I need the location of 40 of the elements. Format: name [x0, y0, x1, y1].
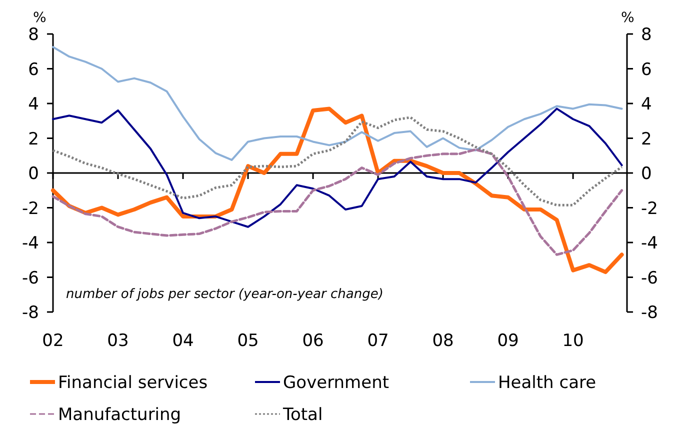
line-series [51, 106, 624, 274]
x-tick-label: 10 [562, 331, 584, 351]
y-tick-label: -6 [22, 268, 39, 288]
y2-tick-label: -8 [641, 303, 658, 323]
y-tick-label: -4 [22, 234, 39, 254]
y2-axis-title: % [621, 10, 634, 26]
line-series [52, 116, 624, 206]
legend-label: Health care [498, 373, 596, 393]
y2-tick-label: -4 [641, 234, 658, 254]
x-tick-label: 04 [172, 331, 194, 351]
line-series [52, 108, 623, 228]
x-tick-label: 05 [237, 331, 259, 351]
y-tick-label: 2 [28, 129, 39, 150]
x-tick-label: 09 [497, 331, 519, 351]
y2-tick-label: -2 [641, 198, 658, 219]
x-tick-label: 03 [107, 331, 129, 351]
x-tick-label: 08 [432, 331, 454, 351]
y-tick-label: 4 [28, 94, 39, 114]
y-tick-label: 8 [28, 25, 39, 45]
line-series [52, 46, 623, 161]
x-tick-label: 06 [302, 331, 324, 351]
y-tick-label: -2 [22, 198, 39, 219]
y-tick-label: 0 [28, 164, 39, 184]
legend-label: Manufacturing [58, 405, 182, 425]
line-series [52, 148, 624, 256]
y-tick-label: 6 [28, 60, 39, 80]
legend-label: Government [283, 373, 390, 393]
x-tick-label: 07 [367, 331, 389, 351]
y2-tick-label: -6 [641, 268, 658, 288]
y2-tick-label: 4 [641, 94, 652, 114]
legend-label: Financial services [58, 373, 208, 393]
y2-tick-label: 6 [641, 60, 652, 80]
legend-label: Total [282, 405, 323, 425]
y2-tick-label: 8 [641, 25, 652, 45]
y2-tick-label: 2 [641, 129, 652, 150]
x-tick-label: 02 [42, 331, 64, 351]
y-tick-label: -8 [22, 303, 39, 323]
y2-tick-label: 0 [641, 164, 652, 184]
annotation: number of jobs per sector (year-on-year change) [66, 287, 384, 302]
y-axis-title: % [33, 10, 46, 26]
